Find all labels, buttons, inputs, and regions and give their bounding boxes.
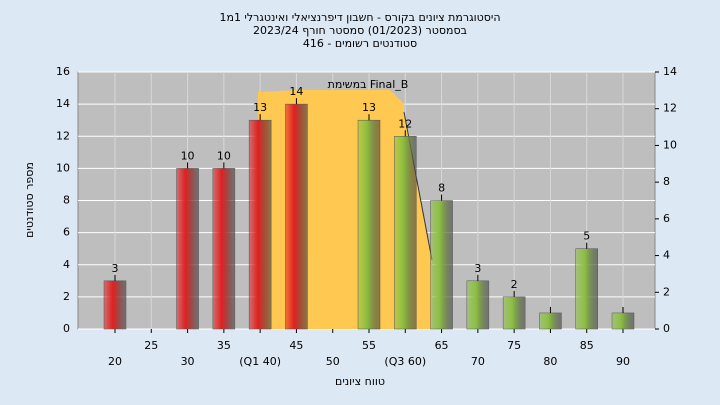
x-tick-label: 80	[543, 355, 557, 368]
annotation: במשימת Final_B	[328, 78, 409, 91]
bar	[539, 312, 562, 330]
bar	[502, 296, 526, 330]
x-tick-label: 65	[435, 339, 449, 352]
data-label: 10	[181, 149, 195, 162]
y-tick-label: 6	[63, 226, 70, 239]
x-tick-label: 90	[616, 355, 630, 368]
y-tick-label: 4	[63, 258, 70, 271]
x-tick-label: 35	[217, 339, 231, 352]
y-tick-label: 14	[56, 97, 70, 110]
data-label: 2	[511, 278, 518, 291]
data-label: 14	[289, 85, 303, 98]
y2-tick-label: 2	[663, 285, 670, 298]
x-tick-label: 75	[507, 339, 521, 352]
data-label: 13	[362, 101, 376, 114]
bar	[466, 280, 490, 330]
x-tick-label: 20	[108, 355, 122, 368]
y-tick-label: 16	[56, 65, 70, 78]
y-tick-label: 0	[63, 322, 70, 335]
chart-subtitle: סטודנטים רשומים - 416	[303, 37, 417, 50]
x-axis-label: טווח ציונים	[335, 375, 385, 388]
bar	[176, 168, 199, 330]
data-label: 10	[217, 149, 231, 162]
x-tick-label: 85	[580, 339, 594, 352]
data-label: 8	[438, 182, 445, 195]
y2-tick-label: 0	[663, 322, 670, 335]
y2-tick-label: 4	[663, 249, 670, 262]
chart-title: היסטוגרמת ציונים בקורס - חשבון דיפרנציאל…	[219, 11, 500, 24]
x-tick-label: (Q3 60)	[384, 355, 426, 368]
y2-tick-label: 14	[663, 65, 677, 78]
bar	[575, 248, 598, 330]
y-tick-label: 2	[63, 290, 70, 303]
x-tick-label: 25	[144, 339, 158, 352]
bar	[430, 200, 453, 330]
y2-tick-label: 12	[663, 102, 677, 115]
x-tick-label: 55	[362, 339, 376, 352]
y2-tick-label: 8	[663, 175, 670, 188]
bar	[611, 312, 635, 330]
chart-subtitle: בסמסטר (01/2023) סמסטר חורף 2023/24	[253, 24, 467, 37]
y2-tick-label: 6	[663, 212, 670, 225]
y-tick-label: 10	[56, 161, 70, 174]
data-label: 13	[253, 101, 267, 114]
x-tick-label: 70	[471, 355, 485, 368]
bar	[285, 103, 308, 330]
data-label: 3	[112, 262, 119, 275]
y2-tick-label: 10	[663, 138, 677, 151]
x-tick-label: 30	[181, 355, 195, 368]
data-label: 3	[474, 262, 481, 275]
x-tick-label: (Q1 40)	[239, 355, 281, 368]
bar	[394, 136, 417, 330]
bar	[103, 280, 127, 330]
bar	[357, 119, 381, 330]
y-axis-label: מספר סטודנטים	[23, 162, 36, 238]
x-tick-label: 50	[326, 355, 340, 368]
y-tick-label: 12	[56, 129, 70, 142]
y-tick-label: 8	[63, 194, 70, 207]
bar	[248, 119, 272, 330]
data-label: 5	[583, 230, 590, 243]
x-tick-label: 45	[289, 339, 303, 352]
data-label: 12	[398, 117, 412, 130]
bar	[212, 168, 236, 330]
